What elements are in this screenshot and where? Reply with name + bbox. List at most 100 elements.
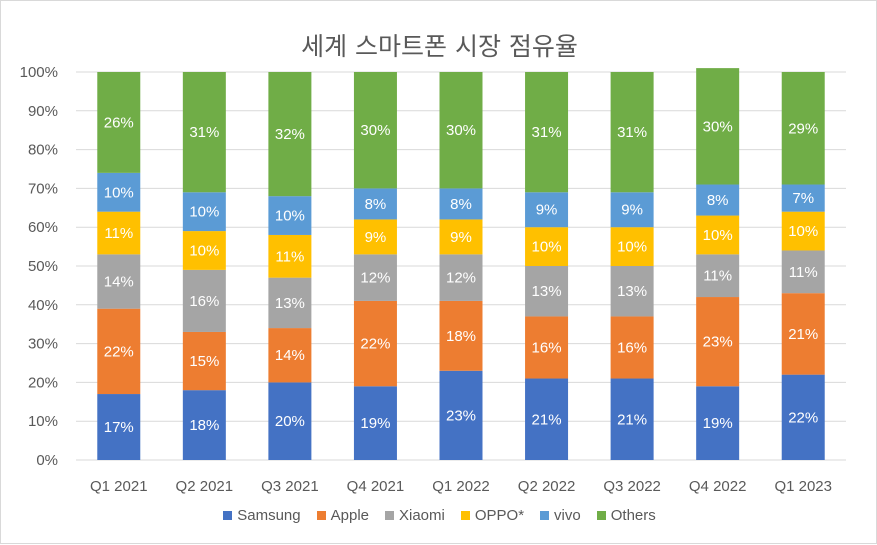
legend-label: vivo [554,506,581,524]
bar-segment-others [696,68,740,185]
y-tick-label: 0% [36,452,58,469]
bar-segment-apple [696,297,740,387]
bar-segment-vivo [268,196,312,235]
bar-segment-others [268,72,312,197]
bar-segment-apple [525,316,569,379]
y-tick-label: 60% [28,219,58,236]
legend-swatch [460,510,470,520]
bar-segment-vivo [696,184,740,216]
data-label: 16% [189,293,219,310]
legend-item: vivo [540,507,581,524]
bar-segment-apple [781,293,825,375]
bar-segment-others [182,72,226,193]
bar-segment-apple [610,316,654,379]
data-label: 30% [360,122,390,139]
bar-segment-oppo- [353,219,397,255]
bar-segment-xiaomi [97,254,141,309]
legend-swatch [540,510,550,520]
legend-label: Samsung [237,506,301,524]
data-label: 22% [104,343,134,360]
bar-segment-oppo- [610,227,654,266]
data-label: 10% [532,239,562,256]
legend-label: Apple [330,506,369,524]
bar-segment-apple [439,300,483,371]
bar-segment-others [781,72,825,185]
bar-segment-samsung [781,374,825,460]
bar-segment-xiaomi [182,269,226,332]
data-label: 30% [446,122,476,139]
data-label: 9% [450,229,472,246]
bar-segment-oppo- [182,231,226,270]
data-label: 23% [446,407,476,424]
bar-segment-samsung [439,370,483,460]
data-label: 18% [446,328,476,345]
data-label: 16% [617,339,647,356]
bar-segment-apple [268,328,312,383]
data-label: 10% [104,184,134,201]
data-label: 11% [789,264,818,281]
data-label: 15% [189,353,219,370]
data-label: 10% [189,204,219,221]
legend-swatch [223,510,233,520]
data-label: 7% [792,190,814,207]
chart-title: 세계 스마트폰 시장 점유율 [301,32,578,61]
data-label: 19% [360,415,390,432]
legend-swatch [596,510,606,520]
bar-segment-xiaomi [439,254,483,301]
data-label: 31% [189,124,219,141]
data-label: 10% [275,208,305,225]
bar-segment-oppo- [781,211,825,251]
data-label: 26% [104,114,134,131]
bar-segment-others [525,72,569,193]
data-label: 10% [189,242,219,259]
bar-segment-xiaomi [353,254,397,301]
y-tick-label: 90% [28,103,58,120]
bar-segment-apple [97,308,141,395]
data-label: 21% [788,326,818,343]
x-tick-label: Q2 2021 [176,478,234,495]
x-tick-label: Q1 2022 [432,478,490,495]
data-label: 29% [788,120,818,137]
y-tick-label: 50% [28,258,58,275]
bar-segment-xiaomi [268,277,312,329]
legend-swatch [316,510,326,520]
bar-segment-samsung [610,378,654,460]
bar-segment-xiaomi [525,266,569,317]
bar-segment-oppo- [97,211,141,255]
bar-segment-xiaomi [781,250,825,294]
data-label: 9% [536,202,558,219]
data-label: 8% [707,192,729,209]
x-tick-label: Q1 2021 [90,478,148,495]
y-tick-label: 40% [28,297,58,314]
data-label: 11% [104,225,133,242]
bar-segment-vivo [97,172,141,212]
bar-segment-samsung [525,378,569,460]
data-label: 10% [617,239,647,256]
legend: Samsung Apple Xiaomi OPPO* vivo Others [1,504,877,526]
data-label: 19% [703,415,733,432]
bar-segment-oppo- [525,227,569,266]
data-label: 9% [621,202,643,219]
bar-segment-xiaomi [610,266,654,317]
legend-label: Xiaomi [399,506,445,524]
data-label: 11% [703,268,732,285]
bar-segment-vivo [353,188,397,220]
data-label: 17% [104,419,134,436]
data-label: 10% [788,223,818,240]
bar-segment-others [353,72,397,189]
bar-segment-vivo [781,184,825,212]
bar-segment-samsung [182,390,226,460]
bar-segment-vivo [610,192,654,228]
data-label: 8% [365,196,387,213]
bar-segment-xiaomi [696,254,740,298]
y-tick-label: 80% [28,142,58,159]
y-tick-label: 70% [28,180,58,197]
data-label: 18% [189,417,219,434]
bar-segment-oppo- [439,219,483,255]
data-label: 21% [617,411,647,428]
y-tick-label: 20% [28,374,58,391]
bar-segment-apple [182,331,226,391]
data-label: 23% [703,334,733,351]
